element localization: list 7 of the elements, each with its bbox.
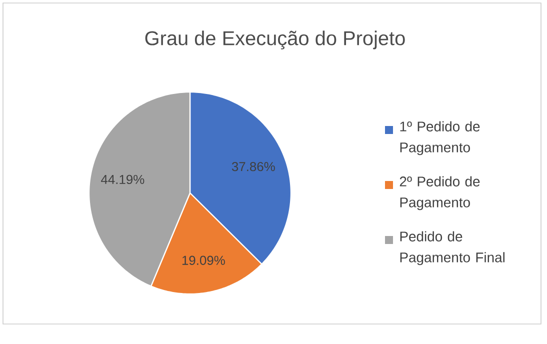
- legend-label: 2º Pedido de Pagamento: [400, 176, 480, 210]
- data-label: 37.86%: [232, 162, 275, 172]
- legend-label: Pedido de Pagamento Final: [400, 231, 504, 266]
- data-label: 44.19%: [101, 174, 144, 184]
- legend-label: 1º Pedido de Pagamento: [400, 121, 480, 156]
- data-label: 19.09%: [182, 256, 225, 265]
- chart-title: Grau de Execução do Projeto: [145, 30, 405, 50]
